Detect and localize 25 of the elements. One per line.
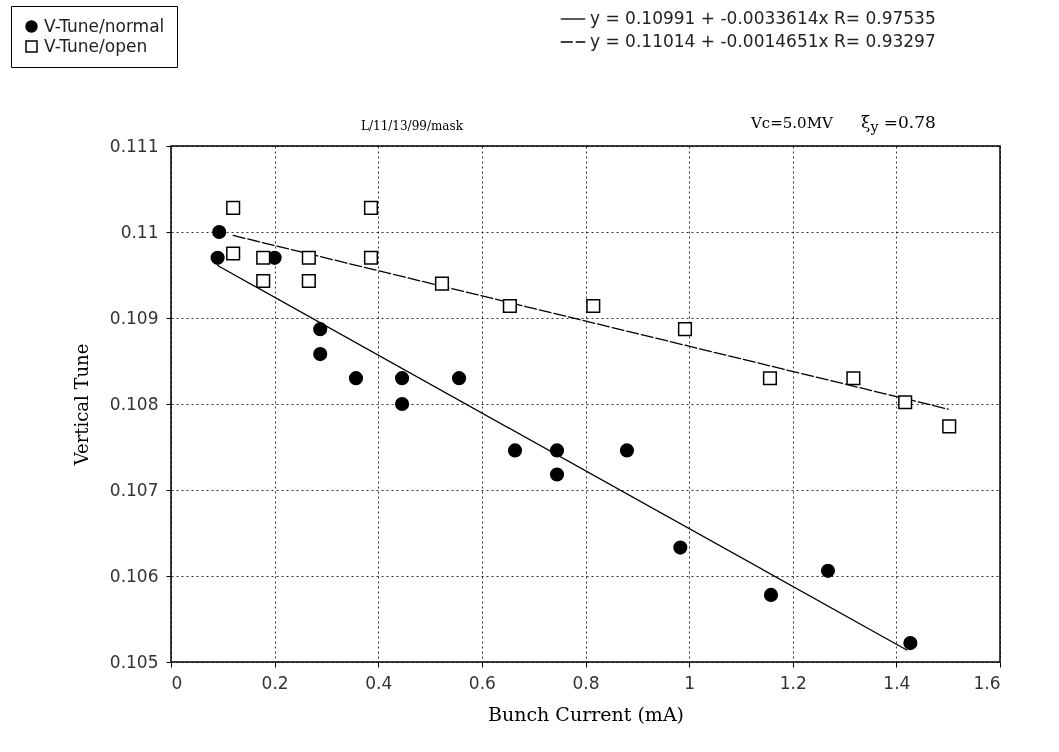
legend-label: V-Tune/open — [44, 35, 148, 56]
y-tick-label: 0.105 — [109, 651, 159, 672]
text: ξ$_{y}$ =0.78 — [861, 112, 936, 136]
y-axis-title: Vertical Tune — [70, 343, 92, 467]
x-tick-label: 0.8 — [572, 672, 600, 693]
text: L/11/13/99/mask — [361, 119, 463, 133]
text: Vc=5.0MV — [751, 114, 833, 132]
x-tick-label: 1.6 — [973, 672, 1001, 693]
y-tick-label: 0.108 — [109, 393, 159, 414]
legend-label: y = 0.11014 + -0.0014651x R= 0.93297 — [590, 31, 936, 51]
y-tick-label: 0.11 — [120, 221, 159, 242]
x-axis-title: Bunch Current (mA) — [487, 702, 685, 725]
x-tick-label: 1.2 — [779, 672, 807, 693]
y-tick-label: 0.107 — [109, 479, 159, 500]
y-tick-label: 0.109 — [109, 307, 159, 328]
x-tick-label: 1 — [684, 672, 696, 693]
x-tick-label: 0 — [171, 672, 183, 693]
legend-label: y = 0.10991 + -0.0033614x R= 0.97535 — [590, 8, 936, 28]
x-tick-label: 1.4 — [883, 672, 911, 693]
y-tick-label: 0.106 — [109, 565, 159, 586]
legend-label: V-Tune/normal — [44, 15, 165, 36]
x-tick-label: 0.6 — [468, 672, 496, 693]
x-tick-label: 0.4 — [365, 672, 393, 693]
y-tick-label: 0.111 — [109, 135, 159, 156]
x-tick-label: 0.2 — [261, 672, 289, 693]
